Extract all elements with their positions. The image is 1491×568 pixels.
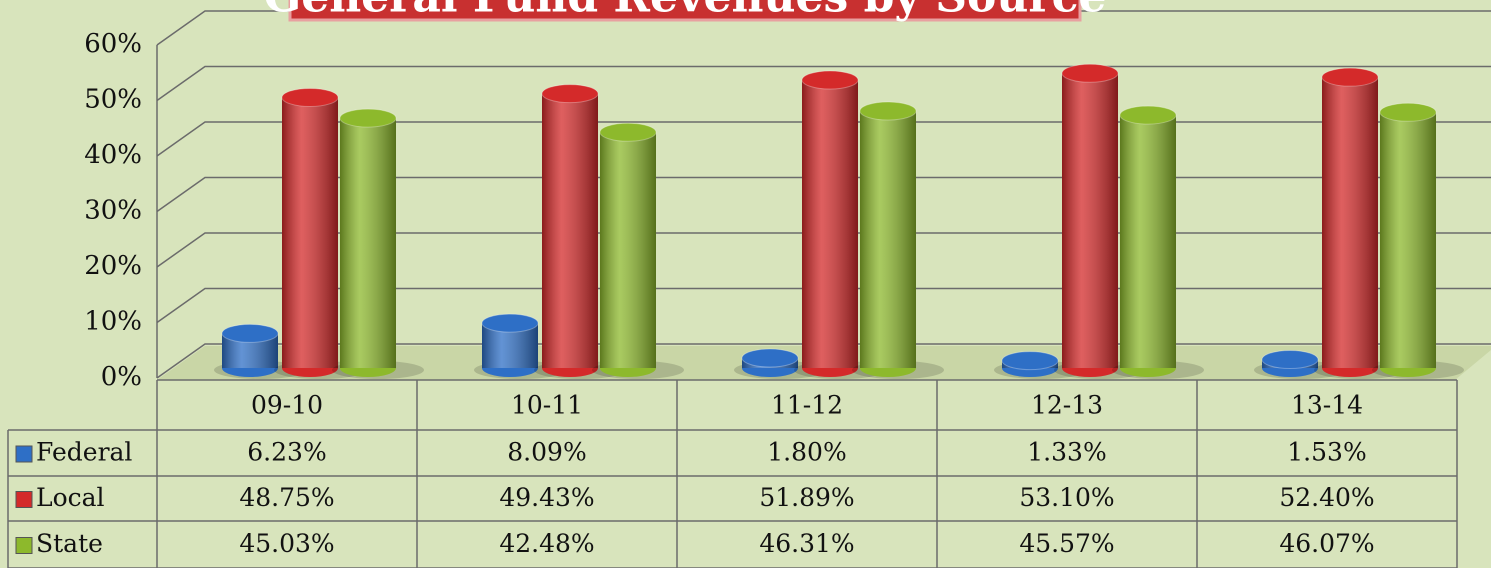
x-tick-label: 12-13 <box>1031 391 1103 420</box>
data-label: 1.53% <box>1287 438 1366 467</box>
y-tick-label: 0% <box>101 362 142 392</box>
data-label: 52.40% <box>1279 483 1374 512</box>
bar-top <box>801 70 859 90</box>
bar-shade <box>802 80 858 368</box>
bar-shade <box>600 132 656 368</box>
data-label: 45.57% <box>1019 529 1114 558</box>
chart-title: General Fund Revenues by Source <box>264 0 1107 23</box>
bar-shade <box>282 97 338 368</box>
data-label: 1.80% <box>767 438 846 467</box>
data-label: 45.03% <box>239 529 334 558</box>
bar-top <box>481 313 539 333</box>
x-tick-label: 11-12 <box>771 391 843 420</box>
bar-top <box>1001 351 1059 371</box>
legend-label: Local <box>36 483 105 512</box>
bar-top <box>221 323 279 343</box>
x-tick-label: 09-10 <box>251 391 323 420</box>
bar-shade <box>340 118 396 369</box>
legend-swatch <box>15 537 33 554</box>
data-label: 51.89% <box>759 483 854 512</box>
data-label: 46.07% <box>1279 529 1374 558</box>
bar-top <box>599 122 657 142</box>
data-label: 53.10% <box>1019 483 1114 512</box>
y-tick-label: 60% <box>84 29 142 59</box>
bar-shade <box>860 110 916 369</box>
data-label: 1.33% <box>1027 438 1106 467</box>
bar-top <box>1061 63 1119 83</box>
bar-top <box>339 108 397 128</box>
bar-shade <box>1380 112 1436 369</box>
legend-label: Federal <box>36 438 132 467</box>
bar-top <box>741 348 799 368</box>
bar-top <box>1261 350 1319 370</box>
legend-label: State <box>36 529 103 558</box>
data-label: 6.23% <box>247 438 326 467</box>
bar-top <box>1379 102 1437 122</box>
data-label: 8.09% <box>507 438 586 467</box>
y-tick-label: 50% <box>84 85 142 115</box>
bar-top <box>281 87 339 107</box>
bar-shade <box>542 93 598 368</box>
x-tick-label: 10-11 <box>511 391 583 420</box>
bar-shade <box>1062 73 1118 369</box>
bar-shade <box>1120 115 1176 368</box>
data-label: 46.31% <box>759 529 854 558</box>
bar-top <box>541 84 599 104</box>
bar-shade <box>1322 77 1378 369</box>
bar-top <box>1321 67 1379 87</box>
data-label: 49.43% <box>499 483 594 512</box>
y-tick-label: 30% <box>84 196 142 226</box>
y-tick-label: 10% <box>84 307 142 337</box>
y-tick-label: 20% <box>84 251 142 281</box>
grid-line <box>156 65 1491 102</box>
data-label: 42.48% <box>499 529 594 558</box>
x-tick-label: 13-14 <box>1291 391 1363 420</box>
title-box <box>288 0 1082 22</box>
y-tick-label: 40% <box>84 140 142 170</box>
bar-top <box>859 101 917 121</box>
data-label: 48.75% <box>239 483 334 512</box>
legend-swatch <box>15 445 33 463</box>
legend-swatch <box>15 491 33 508</box>
bar-top <box>1119 105 1177 125</box>
